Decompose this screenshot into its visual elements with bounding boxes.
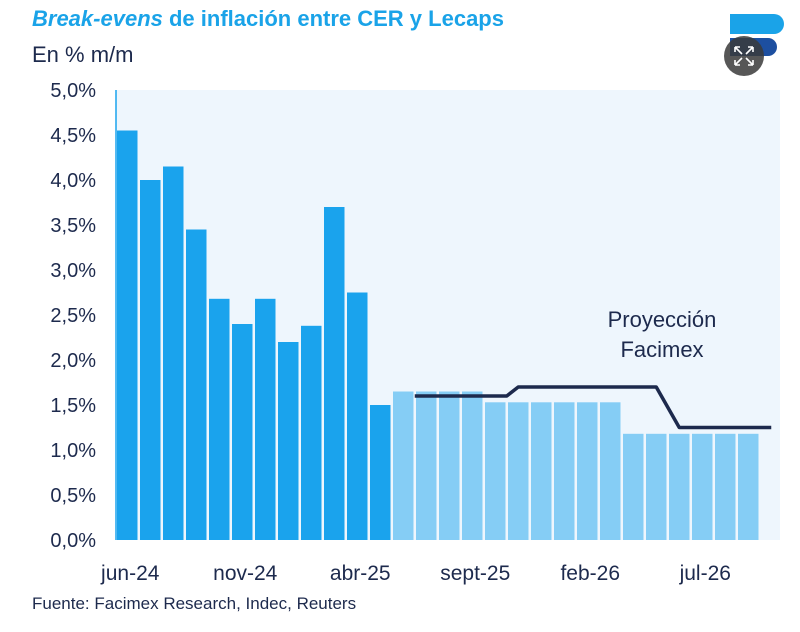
- y-tick-label: 0,0%: [50, 530, 96, 552]
- projection-line-group: [414, 385, 772, 430]
- facimex-logo-icon: [724, 14, 784, 76]
- bars: [117, 130, 759, 540]
- y-tick-label: 4,0%: [50, 170, 96, 192]
- bar: [278, 342, 299, 540]
- source-note: Fuente: Facimex Research, Indec, Reuters: [32, 594, 357, 613]
- logo-shape-top: [730, 14, 784, 34]
- x-axis-ticks: jun-24 nov-24 abr-25 sept-25 feb-26 jul-26: [100, 562, 731, 585]
- bar-future: [531, 402, 552, 540]
- bar: [140, 180, 161, 540]
- y-tick-label: 3,5%: [50, 215, 96, 237]
- bar-future: [439, 391, 460, 540]
- chart-title: Break-evens de inflación entre CER y Lec…: [32, 6, 504, 32]
- bar-future: [669, 433, 690, 540]
- x-tick-label: nov-24: [213, 562, 278, 585]
- bar-future: [554, 402, 575, 540]
- bar-future: [577, 402, 598, 540]
- bar-future: [623, 433, 644, 540]
- x-tick-label: jun-24: [100, 562, 160, 585]
- y-tick-label: 1,0%: [50, 440, 96, 462]
- bar-future: [508, 402, 529, 540]
- bar: [324, 207, 345, 540]
- y-tick-label: 3,0%: [50, 260, 96, 282]
- bar-future: [462, 391, 483, 540]
- bar: [347, 292, 368, 540]
- chart-title-rest: de inflación entre CER y Lecaps: [162, 6, 504, 31]
- bar-future: [715, 433, 736, 540]
- bar: [370, 405, 391, 540]
- bar: [186, 229, 207, 540]
- chart-title-italic: Break-evens: [32, 6, 163, 31]
- bar: [301, 325, 322, 540]
- y-tick-label: 2,5%: [50, 305, 96, 327]
- bar-future: [692, 433, 713, 540]
- y-tick-label: 2,0%: [50, 350, 96, 372]
- annotation-line-1: Proyección: [608, 307, 717, 332]
- bar: [209, 298, 230, 540]
- y-tick-label: 5,0%: [50, 80, 96, 102]
- bar: [255, 298, 276, 540]
- x-tick-label: jul-26: [679, 562, 731, 585]
- x-tick-label: abr-25: [330, 562, 391, 585]
- y-axis-unit-label: En % m/m: [32, 42, 134, 67]
- projection-line: [414, 385, 772, 430]
- bar-future: [416, 391, 437, 540]
- bar-future: [485, 402, 506, 540]
- bar-future: [738, 433, 759, 540]
- bar-future: [646, 433, 667, 540]
- y-tick-label: 0,5%: [50, 485, 96, 507]
- y-tick-label: 4,5%: [50, 125, 96, 147]
- x-tick-label: feb-26: [560, 562, 620, 585]
- bar-future: [600, 402, 621, 540]
- x-tick-label: sept-25: [440, 562, 510, 585]
- bar: [232, 324, 253, 540]
- expand-icon[interactable]: [734, 46, 754, 66]
- bar: [163, 166, 184, 540]
- y-axis-ticks: 0,0% 0,5% 1,0% 1,5% 2,0% 2,5% 3,0% 3,5% 4,0% 4,5%…: [50, 80, 96, 552]
- bar-future: [393, 391, 414, 540]
- bar: [117, 130, 138, 540]
- annotation-line-2: Facimex: [620, 337, 703, 362]
- y-tick-label: 1,5%: [50, 395, 96, 417]
- expand-icon-bg[interactable]: [724, 36, 764, 76]
